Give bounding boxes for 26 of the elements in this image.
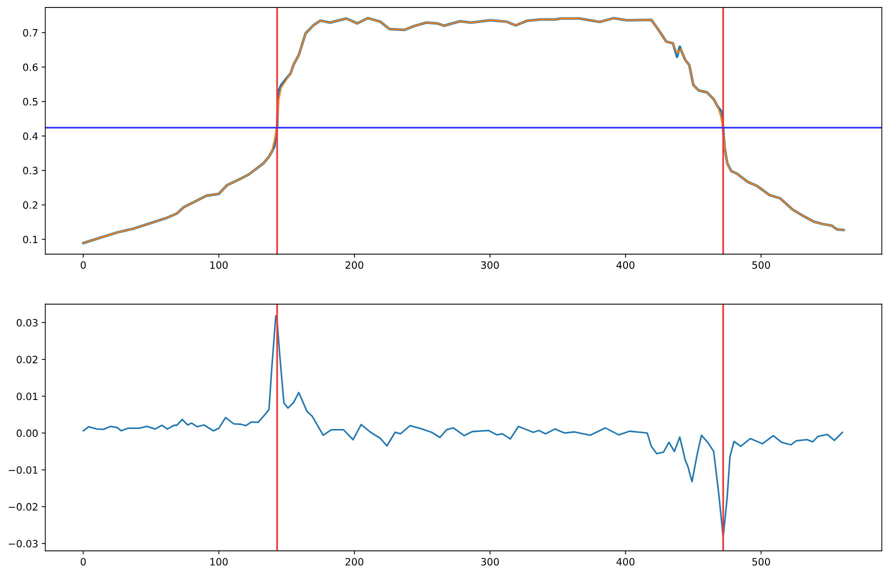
y-tick-label: 0.2 (23, 201, 38, 209)
y-tick-label: 0.4 (23, 132, 38, 140)
y-tick-label: −0.02 (8, 503, 38, 511)
x-tick-label: 200 (346, 558, 364, 566)
y-tick-label: 0.03 (16, 318, 38, 327)
y-tick-label: 0.7 (23, 29, 38, 37)
x-tick-label: 300 (481, 261, 499, 269)
x-tick-label: 500 (752, 261, 770, 269)
y-tick-label: −0.01 (8, 466, 38, 474)
y-tick-label: −0.03 (8, 540, 38, 548)
x-tick-label: 400 (616, 261, 634, 269)
x-tick-label: 0 (80, 261, 86, 269)
x-tick-label: 500 (752, 558, 770, 566)
x-tick-label: 0 (80, 558, 86, 566)
y-tick-label: 0.01 (16, 392, 38, 400)
y-tick-label: 0.6 (23, 63, 38, 72)
y-tick-label: 0.00 (16, 429, 38, 437)
x-tick-label: 200 (346, 261, 364, 269)
x-tick-label: 100 (210, 558, 228, 566)
y-tick-label: 0.02 (16, 356, 38, 364)
y-tick-label: 0.5 (23, 98, 38, 106)
y-tick-label: 0.3 (23, 166, 38, 174)
x-tick-label: 300 (481, 558, 499, 566)
x-tick-label: 100 (210, 261, 228, 269)
x-tick-label: 400 (616, 558, 634, 566)
y-tick-label: 0.1 (23, 236, 38, 244)
